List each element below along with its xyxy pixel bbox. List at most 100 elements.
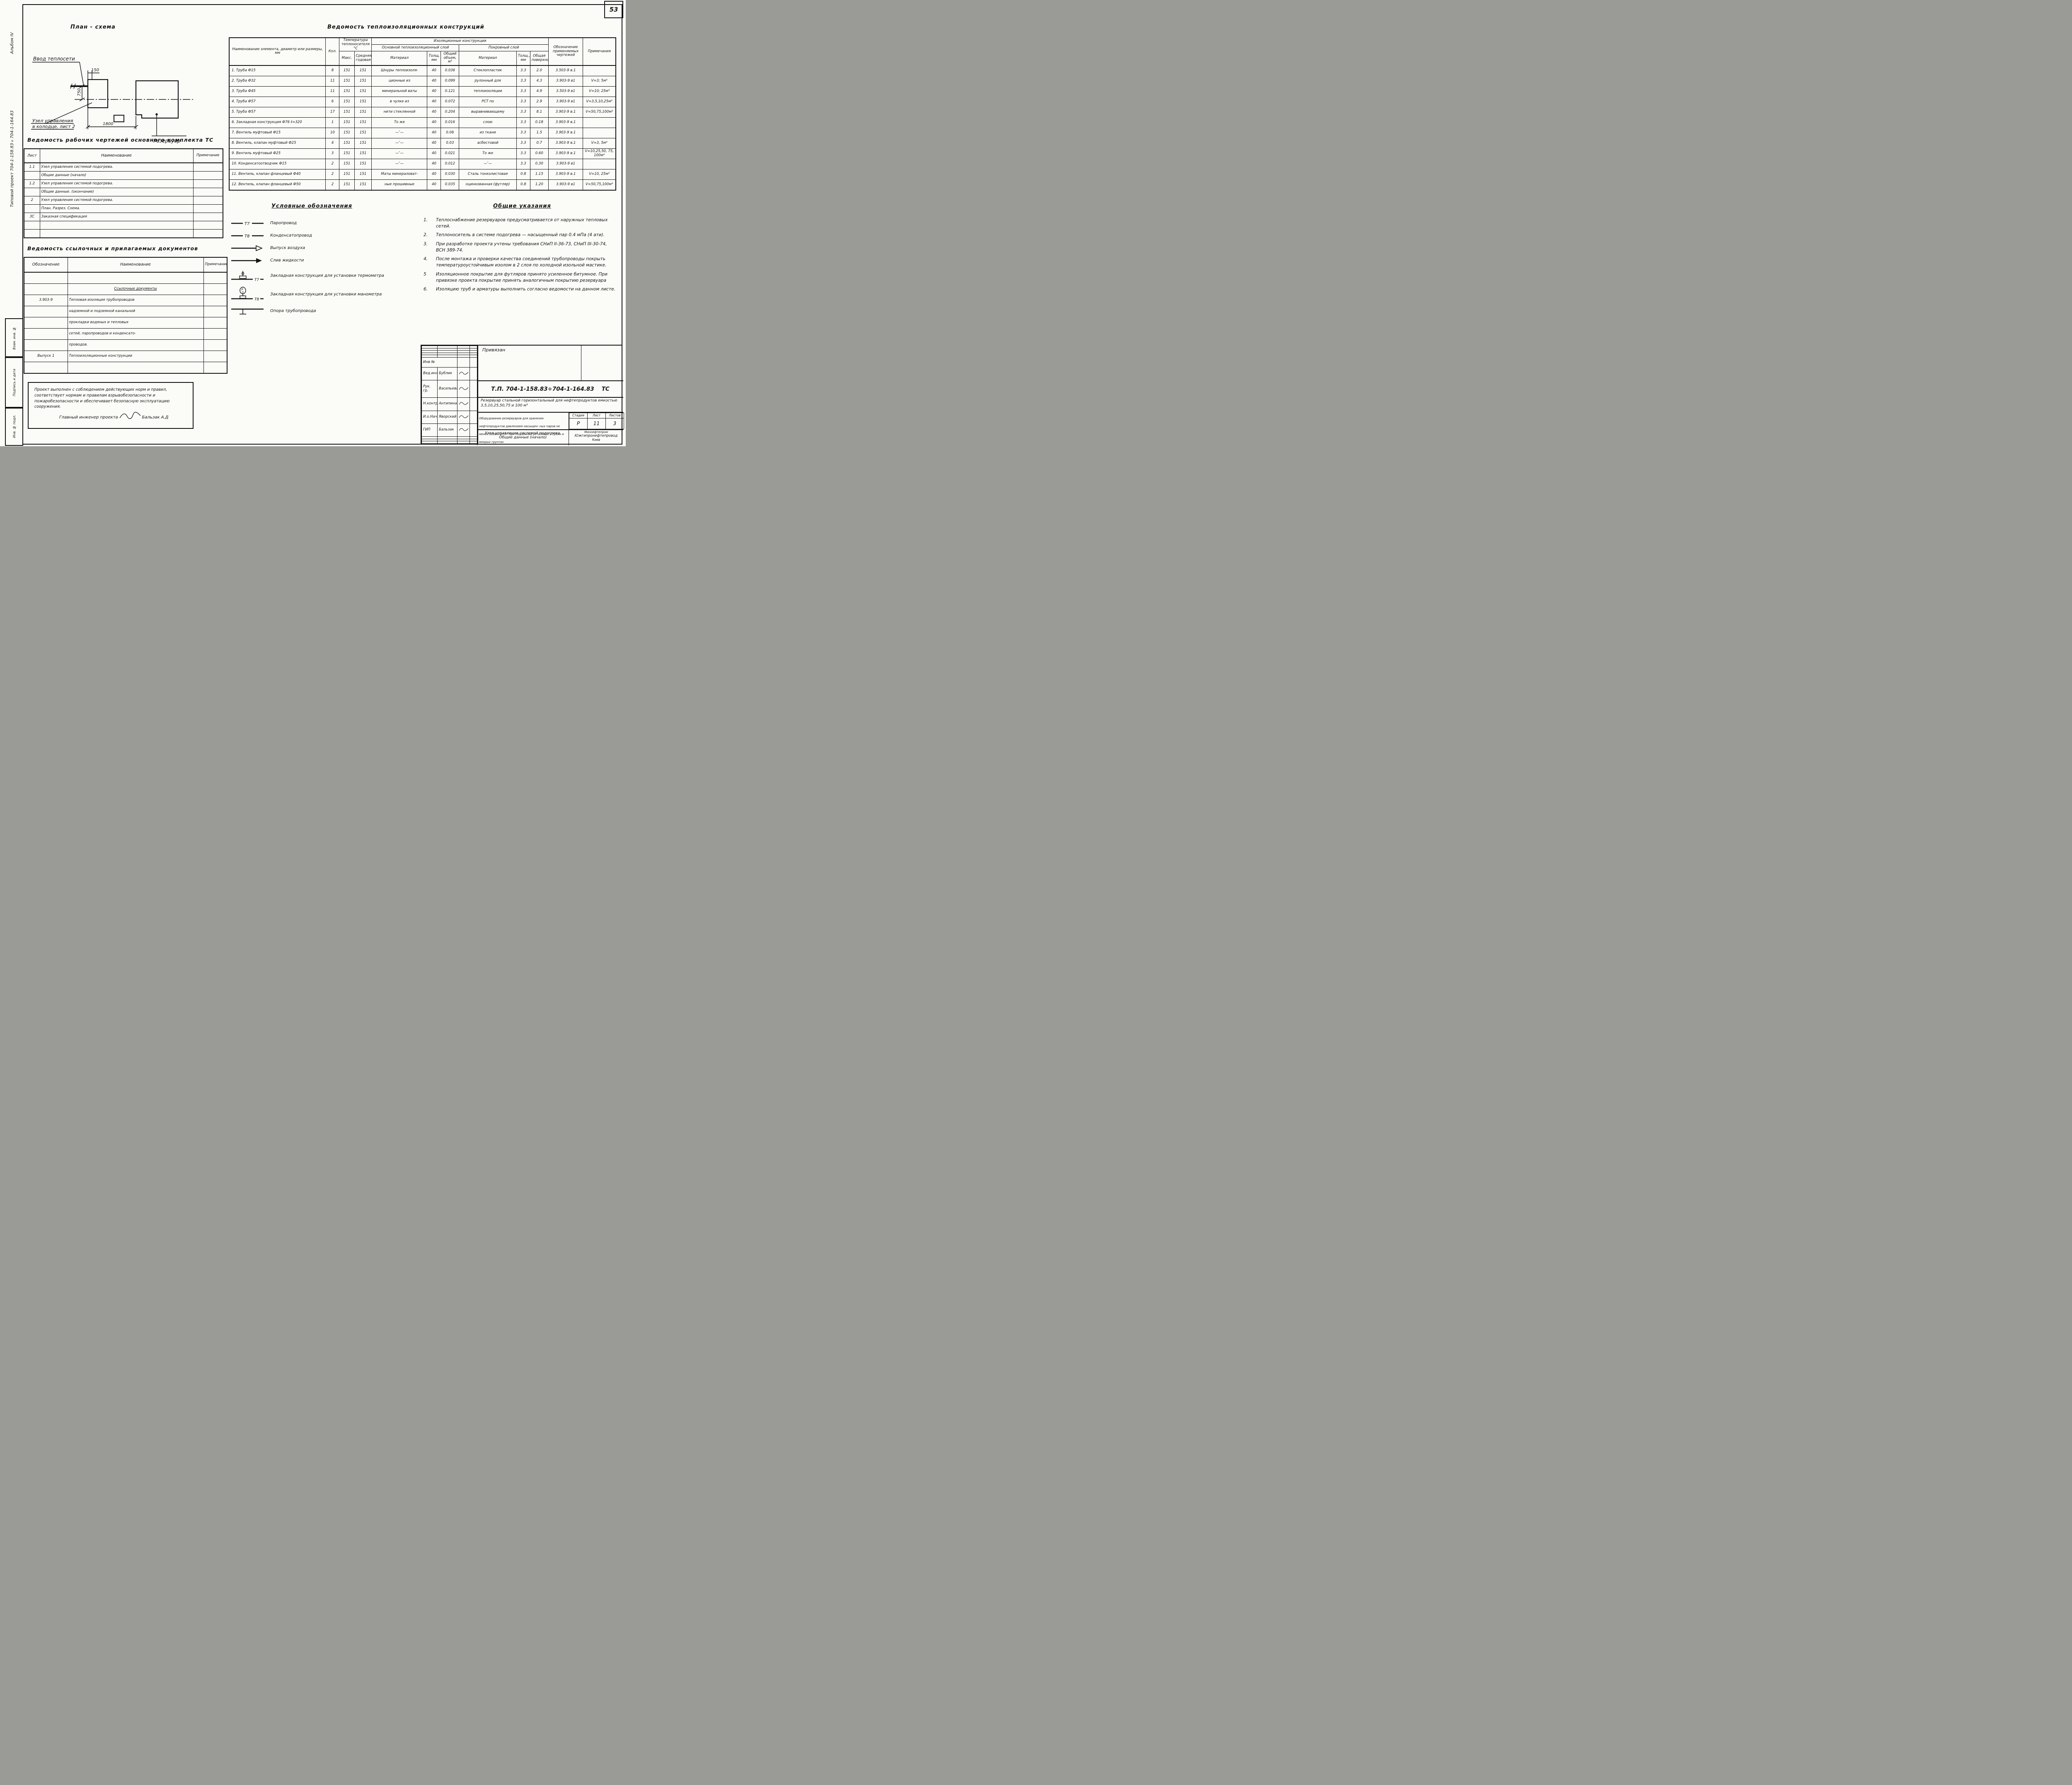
iso-table: Наименование элемента, диаметр или разме… [229, 37, 616, 191]
cell: 3.503-9 в1 [548, 86, 583, 97]
table-row: проводов. [24, 339, 228, 351]
cell: 8 [325, 65, 340, 76]
cell: 40 [427, 117, 441, 128]
legend-item-condensate: Т8 Конденсатопровод [230, 231, 409, 239]
cell: 0.030 [441, 169, 460, 180]
title-block: Инв № Вед.инж Бублик Рук. гр. Васильева … [421, 345, 624, 445]
iso-h-thick2: Толщ., мм [516, 51, 530, 66]
cell: 3.903-9 в1 [548, 158, 583, 169]
drawings-table-title: Ведомость рабочих чертежей основного ком… [27, 137, 214, 143]
drw-h-sheet: Лист [24, 148, 40, 163]
iso-h-surf: Общая поверхность [530, 51, 549, 66]
cell: 0.204 [441, 106, 460, 118]
table-row: 1.1 Узел управления системой подогрева. [24, 162, 223, 172]
cell: слою [459, 117, 517, 128]
cell: 0.021 [441, 148, 460, 159]
table-row: Ссылочные документы [24, 283, 228, 295]
note-number: 2. [424, 232, 428, 238]
cell: рулонный для [459, 75, 517, 87]
cell [67, 362, 204, 374]
cell: 0.121 [441, 86, 460, 97]
cell [193, 221, 223, 230]
cell [583, 158, 616, 169]
iso-h-name: Наименование элемента, диаметр или разме… [229, 37, 326, 66]
cell: 151 [354, 96, 372, 107]
plan-reservoir-label: Резервуар [153, 138, 181, 144]
object-desc-cell: Оборудование резервуаров для хранения не… [477, 412, 569, 444]
page-number-box: 53 [604, 1, 623, 18]
cell [193, 204, 223, 213]
plan-drawing: Ввод теплосети 150 750 1800 Узел управле… [31, 56, 195, 144]
stage-header: Стадия [569, 413, 588, 418]
sheet-header: Лист [587, 413, 606, 418]
sheet-frame [22, 4, 622, 445]
doc-number: Т.П. 704-1-158.83÷704-1-164.83 [491, 386, 594, 392]
cell: Сталь тонколистовая [459, 169, 517, 180]
cell: 3.3 [516, 158, 530, 169]
table-row [24, 362, 228, 374]
cell [24, 283, 68, 295]
doc-number-cell: Т.П. 704-1-158.83÷704-1-164.83 ТС [477, 381, 623, 397]
cell: 151 [339, 179, 355, 191]
cell [193, 229, 223, 238]
ref-h-name: Наименование [67, 257, 204, 273]
cell: 151 [354, 86, 372, 97]
cell: 17 [325, 106, 340, 118]
cell: 3С [24, 213, 40, 221]
cell: 3.903-9 в.1 [548, 127, 583, 138]
cell: 151 [339, 106, 355, 118]
margin-album-label: Альбом IV [10, 32, 15, 54]
cell: 3.903-9 в.1 [548, 148, 583, 159]
table-row [24, 229, 223, 238]
cell: Шнуры теплоизоля- [371, 65, 428, 76]
cell: ные прошивные [371, 179, 428, 191]
cell: —″— [459, 158, 517, 169]
cell: 7. Вентиль муфтовый Ф15 [229, 127, 326, 138]
legend-label: Закладная конструкция для установки мано… [270, 292, 382, 297]
cell: 10 [325, 127, 340, 138]
margin-stamp-1: Взам. инв. № [12, 327, 16, 350]
cell: 2.9 [530, 96, 549, 107]
cell: 3.3 [516, 127, 530, 138]
cell: Заказная спецификация [39, 213, 194, 221]
cell [67, 272, 204, 284]
cell: 8. Вентиль, клапан муфтовый Ф25 [229, 138, 326, 149]
cell [193, 162, 223, 172]
plan-dim-150: 150 [91, 68, 99, 73]
iso-h-vol: Общий объем, м³ [441, 51, 460, 66]
pipe-support-icon [231, 308, 264, 314]
compliance-note-text: Проект выполнен с соблюдением действующи… [34, 387, 170, 409]
table-row: 1. Труба Ф15 8 151 151 Шнуры теплоизоля- 40 0.… [229, 65, 616, 76]
cell: 0.035 [441, 179, 460, 191]
cell: 3.903-9 [24, 295, 68, 306]
svg-text:Т8: Т8 [244, 234, 249, 239]
cell: 40 [427, 138, 441, 149]
cell: Общие данные (начало) [39, 171, 194, 180]
notes-title: Общие указания [493, 203, 551, 209]
cell: 3.3 [516, 117, 530, 128]
cell: V=50,75,100м³ [583, 179, 616, 191]
object-title-cell: Резервуар стальной горизонтальный для не… [477, 397, 623, 412]
legend-label: Выпуск воздуха [270, 245, 305, 250]
crew-signature [457, 410, 470, 424]
cell: 3.3 [516, 148, 530, 159]
table-row: 8. Вентиль, клапан муфтовый Ф25 4 151 151 —″… [229, 138, 616, 149]
cell: 1.15 [530, 169, 549, 180]
crew-role: ГИП [421, 423, 438, 437]
stage-value: Р [569, 418, 588, 429]
cell: 10. Конденсатоотводчик Ф15 [229, 158, 326, 169]
cell: Стеклопластик [459, 65, 517, 76]
ref-table: Обозначение Наименование Примечание Ссыл… [24, 257, 228, 374]
cell [203, 295, 228, 306]
iso-table-title: Ведомость теплоизоляционных конструкций [327, 24, 484, 30]
svg-text:Т7: Т7 [254, 278, 259, 282]
legend-label: Конденсатопровод [270, 233, 312, 238]
cell: 1.2 [24, 179, 40, 188]
cell: 3.903-9 в1 [548, 179, 583, 191]
cell: 151 [354, 179, 372, 191]
cell: 151 [354, 169, 372, 180]
cell: V=3,5,10,25м³ [583, 96, 616, 107]
cell: асбестовой [459, 138, 517, 149]
plan-heat-inlet-label: Ввод теплосети [33, 56, 75, 62]
table-row: 12. Вентиль, клапан фланцевый Ф50 2 151 151… [229, 179, 616, 191]
